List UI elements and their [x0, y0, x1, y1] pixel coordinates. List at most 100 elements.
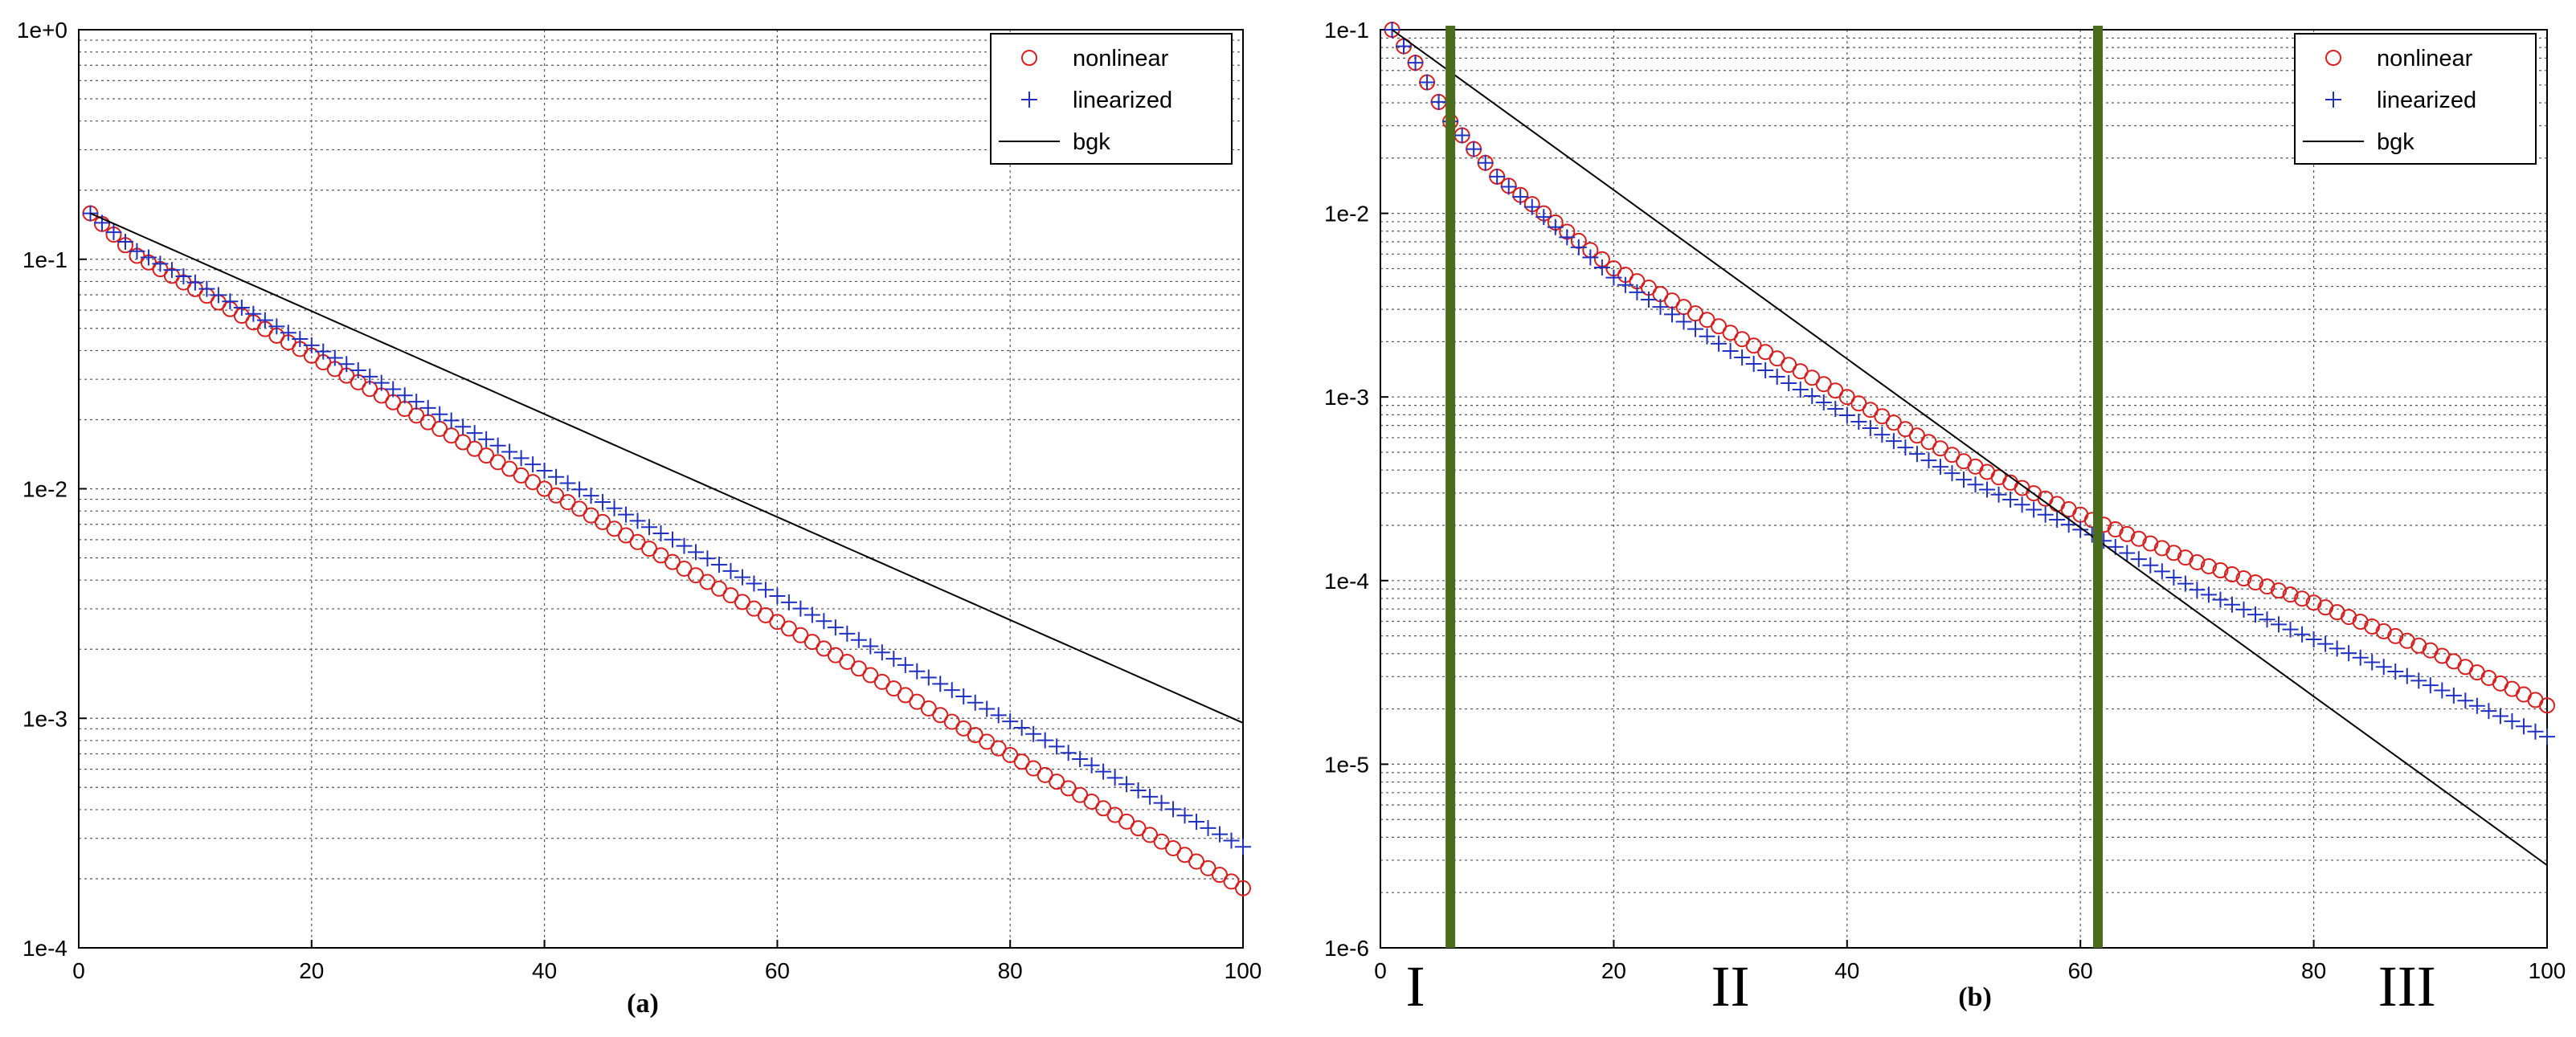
data-point-linearized [1025, 725, 1042, 742]
data-point-nonlinear [2282, 586, 2299, 603]
data-point-linearized [2387, 663, 2404, 680]
data-point-linearized [2235, 601, 2252, 618]
data-point-linearized [2271, 616, 2288, 633]
x-tick-label: 80 [2301, 958, 2326, 983]
x-tick-label: 100 [2529, 958, 2566, 983]
data-point-linearized [1862, 420, 1879, 437]
data-point-linearized [2142, 557, 2159, 574]
data-point-linearized [1979, 481, 1996, 498]
data-point-linearized [2515, 718, 2532, 735]
y-tick-label: 1e-6 [1324, 936, 1369, 961]
data-point-linearized [2294, 626, 2311, 643]
legend-swatch-nonlinear [2325, 50, 2341, 66]
x-tick-label: 60 [2068, 958, 2093, 983]
region-boundary [1445, 26, 1456, 948]
data-point-linearized [885, 651, 902, 668]
data-point-nonlinear [2223, 566, 2240, 583]
x-tick-label: 60 [765, 958, 790, 983]
data-point-linearized [2223, 596, 2240, 613]
data-point-linearized [1523, 198, 1540, 215]
data-point-linearized [2072, 521, 2089, 538]
data-point-linearized [117, 233, 133, 250]
data-point-linearized [571, 481, 588, 498]
series-linearized [82, 205, 1251, 855]
data-point-linearized [431, 406, 448, 423]
data-point-nonlinear [2235, 570, 2252, 587]
region-label: III [2378, 954, 2436, 1019]
data-point-linearized [687, 544, 704, 561]
data-point-linearized [932, 676, 949, 692]
data-point-linearized [2445, 687, 2462, 704]
data-point-linearized [1083, 757, 1100, 774]
data-point-linearized [233, 299, 250, 316]
data-point-linearized [1593, 259, 1610, 276]
data-point-linearized [1165, 801, 1182, 818]
data-point-linearized [1664, 306, 1680, 323]
data-point-linearized [280, 325, 296, 341]
data-point-linearized [2527, 723, 2544, 740]
legend-label: nonlinear [2377, 46, 2473, 71]
chart-panel-a: 0 20 40 60 80 100 1e-4 1e-3 1e-2 1e-1 1e+0 nonlinea… [17, 18, 1261, 1019]
data-point-linearized [1932, 459, 1948, 476]
data-point-linearized [1060, 745, 1077, 761]
data-point-linearized [757, 582, 774, 598]
region-label: I [1406, 954, 1425, 1019]
data-point-linearized [140, 249, 157, 266]
data-point-linearized [1687, 320, 1704, 337]
data-point-linearized [1956, 472, 1972, 488]
data-point-linearized [595, 493, 611, 510]
data-point-nonlinear [2294, 590, 2311, 607]
data-point-linearized [256, 312, 273, 329]
data-point-linearized [175, 267, 192, 284]
data-point-linearized [315, 343, 332, 360]
data-point-linearized [525, 456, 542, 473]
data-point-linearized [536, 462, 553, 479]
data-point-linearized [943, 682, 960, 699]
data-point-linearized [710, 557, 727, 574]
data-point-nonlinear [2247, 574, 2263, 591]
data-point-linearized [873, 644, 890, 661]
data-point-linearized [326, 349, 343, 366]
data-point-linearized [1466, 141, 1482, 157]
data-point-linearized [292, 331, 309, 348]
data-point-linearized [210, 287, 227, 304]
data-point-linearized [897, 656, 914, 673]
legend-swatch-linearized [2325, 92, 2341, 108]
data-point-linearized [2177, 575, 2194, 592]
data-point-linearized [1850, 414, 1867, 431]
data-point-linearized [373, 374, 390, 391]
data-point-linearized [792, 600, 809, 617]
data-point-linearized [629, 512, 646, 529]
data-point-linearized [1605, 269, 1622, 286]
data-point-linearized [1582, 249, 1599, 266]
data-point-linearized [2410, 672, 2427, 689]
data-point-linearized [2247, 606, 2263, 623]
data-point-linearized [501, 443, 518, 460]
data-point-nonlinear [2271, 582, 2288, 599]
data-point-linearized [1002, 713, 1019, 730]
legend-label: linearized [1073, 88, 1172, 113]
data-point-nonlinear [2200, 557, 2217, 574]
data-point-linearized [1570, 239, 1587, 255]
data-point-linearized [1477, 154, 1494, 171]
data-point-linearized [2212, 591, 2229, 608]
series-bgk [1391, 29, 2548, 866]
legend-swatch-linearized [1021, 92, 1037, 108]
data-point-nonlinear [2539, 697, 2555, 714]
x-tick-label: 0 [72, 958, 85, 983]
data-point-linearized [466, 425, 483, 442]
data-point-linearized [2200, 586, 2217, 603]
data-point-linearized [1699, 328, 1715, 345]
data-point-linearized [1489, 168, 1506, 185]
data-point-linearized [2375, 659, 2392, 676]
data-point-linearized [839, 625, 856, 642]
data-point-linearized [2492, 708, 2509, 725]
data-point-nonlinear [2189, 553, 2206, 570]
data-point-linearized [2037, 506, 2054, 523]
data-point-linearized [478, 431, 495, 447]
y-tick-label: 1e-4 [1324, 569, 1369, 594]
data-point-linearized [1547, 218, 1564, 235]
data-point-linearized [2352, 649, 2369, 666]
